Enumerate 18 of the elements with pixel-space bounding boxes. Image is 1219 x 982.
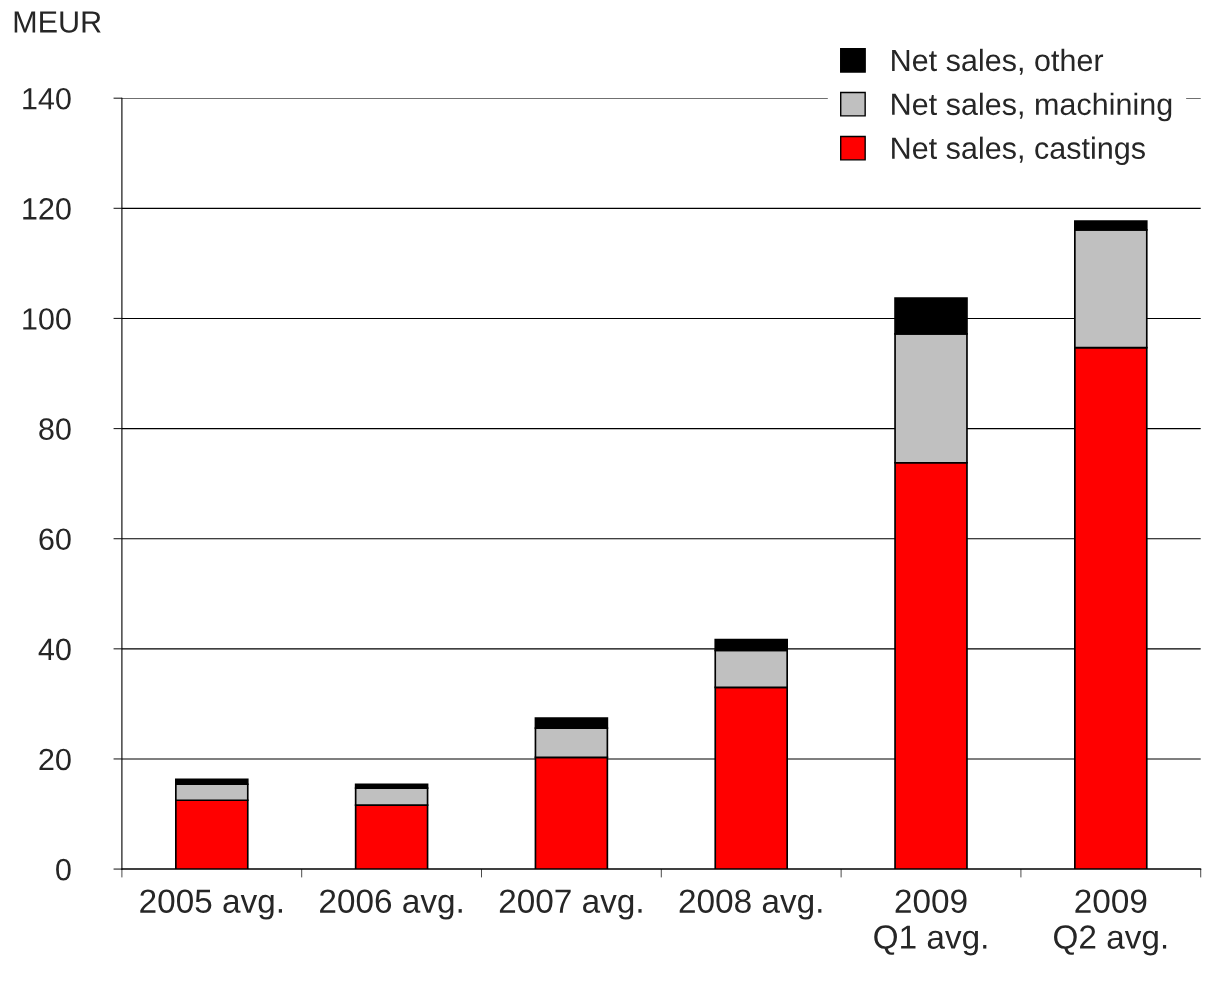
x-tick-label: 2005 avg. — [140, 889, 282, 920]
x-tick-label: 2009 Q1 avg. — [874, 889, 987, 956]
y-tick-label: 100 — [23, 308, 71, 330]
y-tick-label: 140 — [23, 87, 71, 110]
y-tick-label: 40 — [38, 638, 71, 661]
y-axis-title: MEUR — [14, 11, 101, 33]
legend-label: Net sales, castings — [892, 136, 1145, 166]
legend-label: Net sales, other — [892, 48, 1104, 75]
y-tick-label: 0 — [56, 858, 71, 881]
y-tick-label: 60 — [39, 528, 71, 551]
x-tick-label: 2009 Q2 avg. — [1054, 889, 1167, 956]
legend-label: Net sales, machining — [892, 92, 1172, 122]
x-tick-label: 2007 avg. — [499, 889, 642, 920]
x-tick-label: 2008 avg. — [679, 889, 822, 920]
y-tick-label: 120 — [23, 198, 71, 220]
y-tick-label: 20 — [39, 748, 71, 771]
y-tick-label: 80 — [39, 418, 71, 440]
x-tick-label: 2006 avg. — [320, 889, 462, 920]
